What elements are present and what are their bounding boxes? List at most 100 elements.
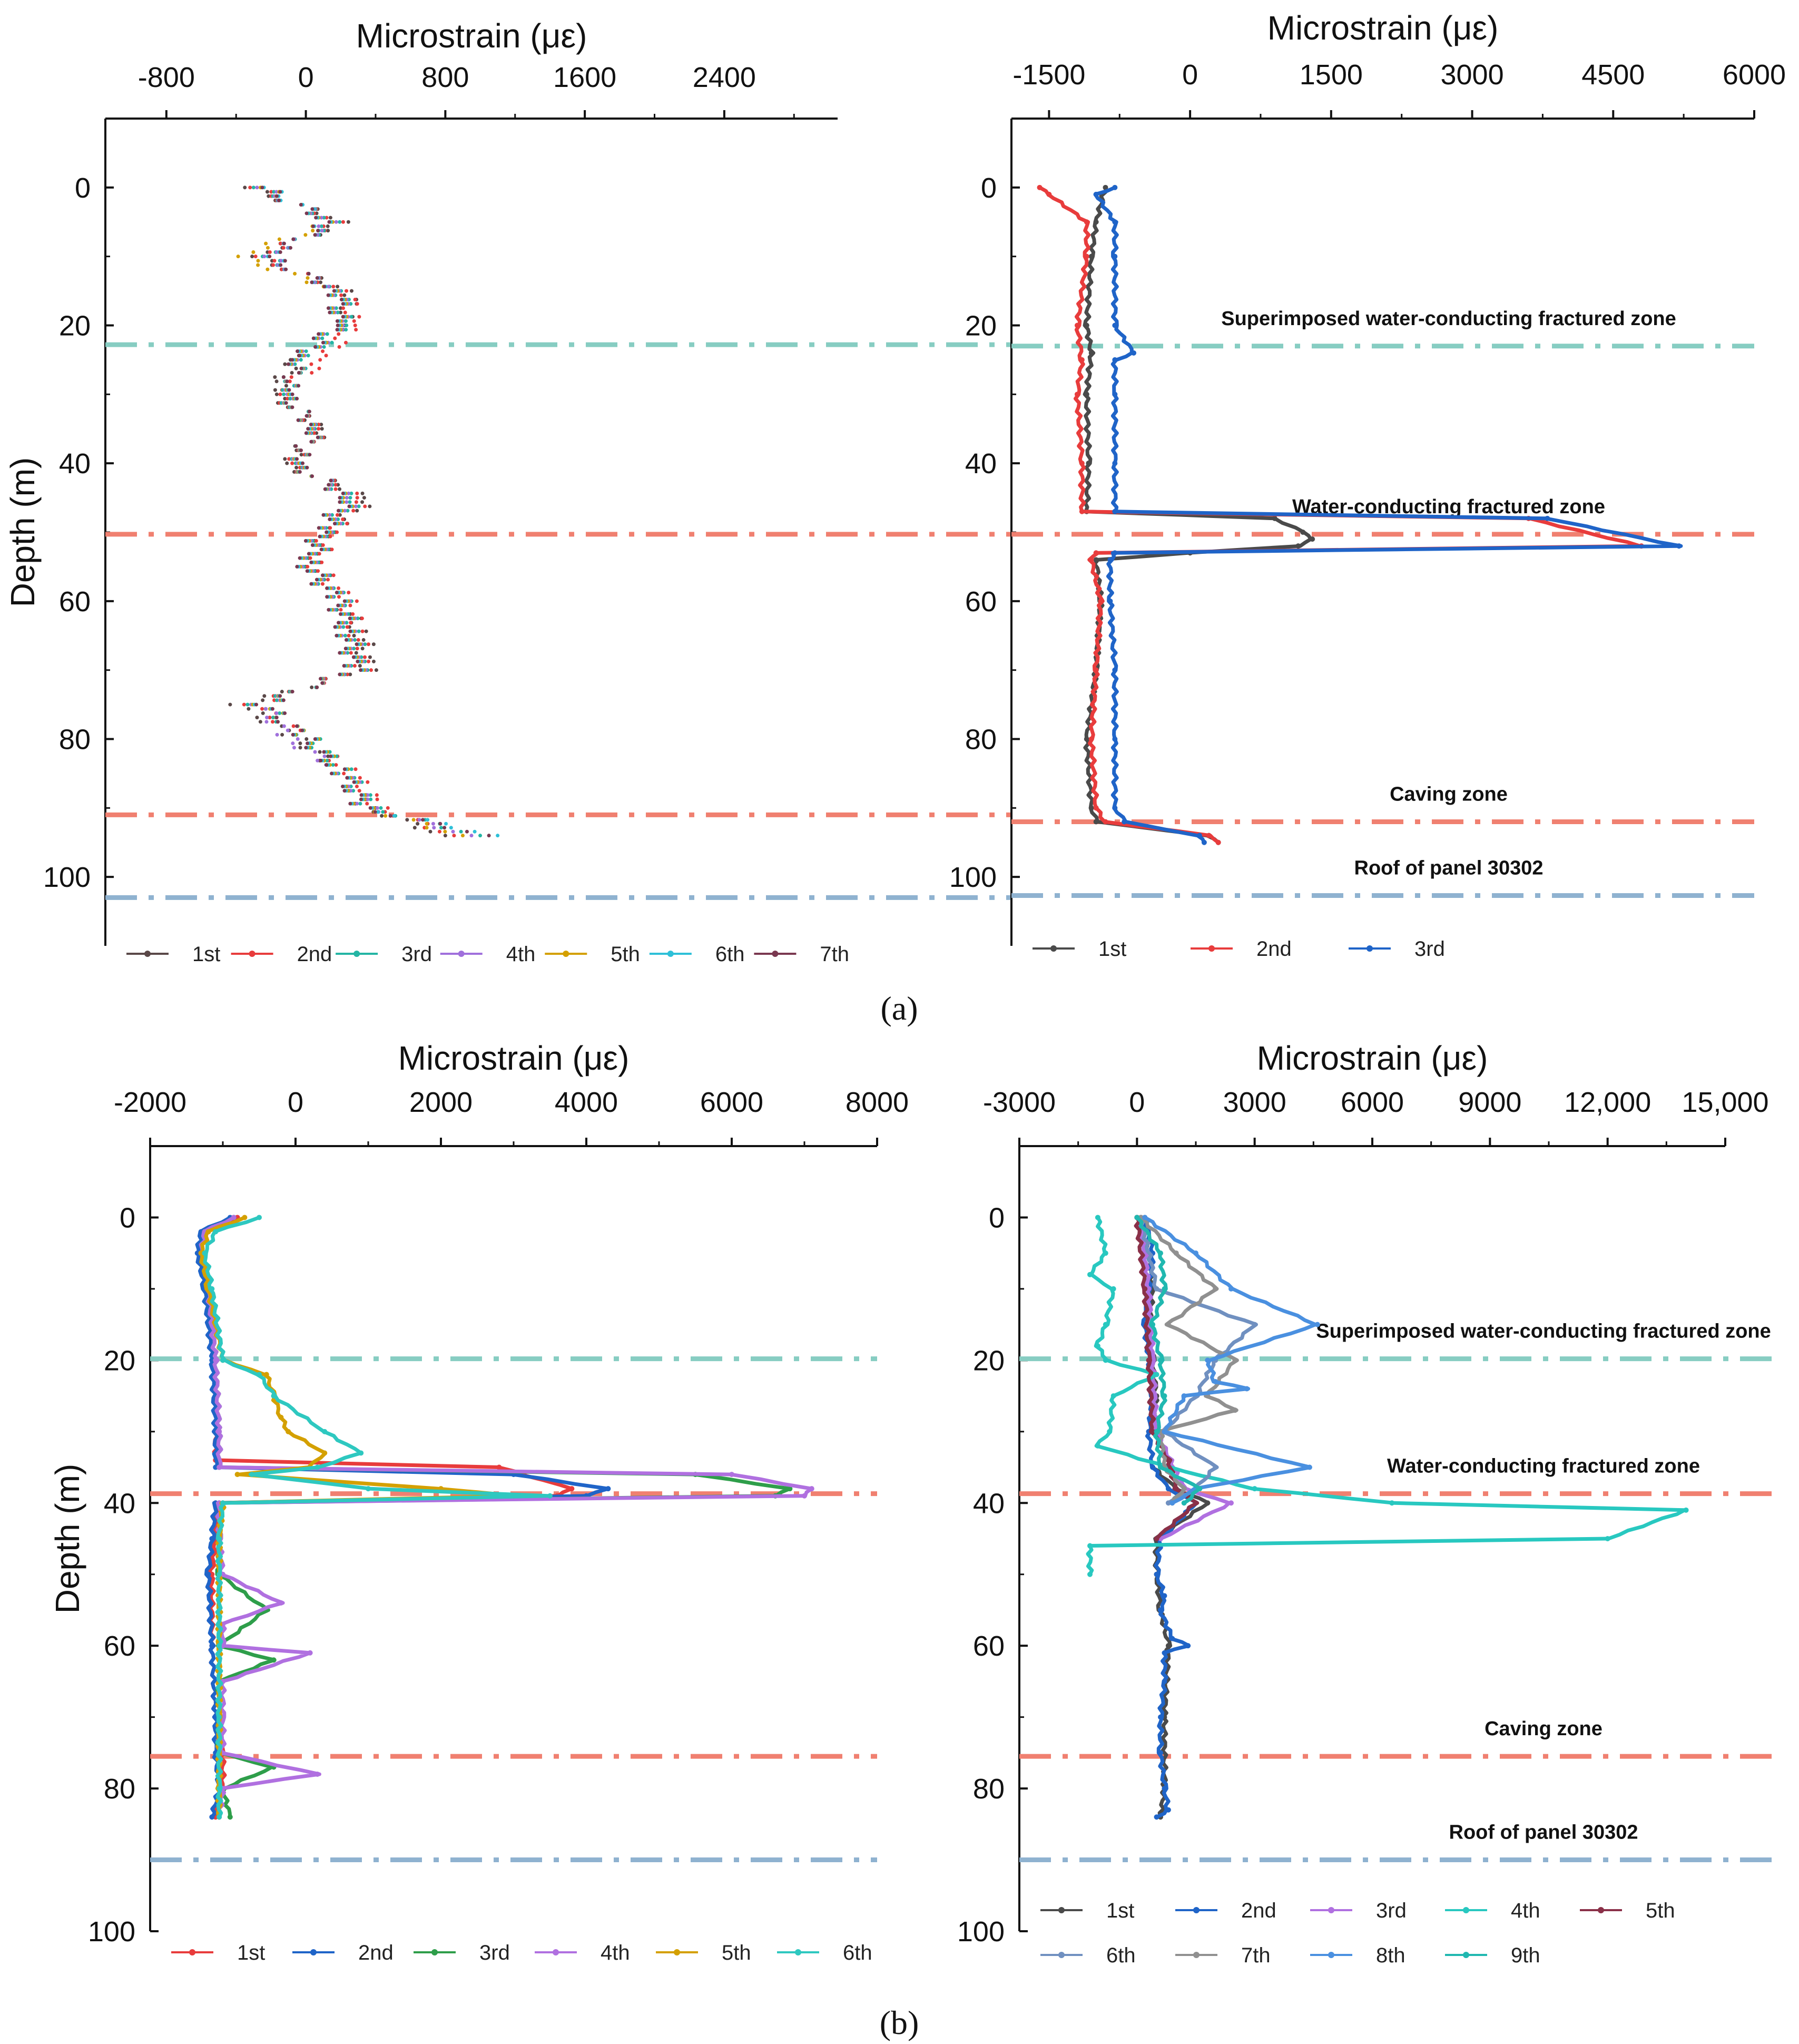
y-tick-label: 0: [981, 172, 997, 204]
data-point: [354, 651, 358, 655]
legend-label: 2nd: [1256, 937, 1292, 961]
data-point: [1093, 550, 1099, 556]
data-point: [280, 690, 284, 694]
data-point: [1103, 1322, 1108, 1327]
legend-item: 3rd: [336, 943, 432, 966]
data-point: [473, 829, 477, 834]
data-point: [254, 702, 259, 707]
data-point: [1232, 1357, 1238, 1363]
data-point: [273, 375, 277, 379]
legend-label: 7th: [1241, 1944, 1271, 1967]
data-point: [1676, 543, 1682, 549]
data-point: [342, 767, 347, 771]
data-point: [320, 229, 324, 233]
data-point: [217, 1571, 222, 1577]
data-point: [303, 233, 308, 237]
data-point: [209, 1814, 215, 1820]
data-point: [326, 306, 330, 310]
data-point: [1193, 1250, 1198, 1256]
chart-a-right: -1500 0 1500 3000 4500 6000 0 20 40 60 80 100 Micros…: [949, 9, 1786, 961]
data-point: [1093, 819, 1099, 825]
data-point: [320, 681, 325, 685]
zone-label: Roof of panel 30302: [1354, 857, 1544, 879]
data-point: [342, 789, 347, 793]
data-point: [231, 1215, 237, 1220]
data-point: [326, 229, 330, 233]
data-point: [275, 698, 279, 702]
data-point: [1112, 392, 1118, 397]
legend-marker: [189, 1949, 195, 1955]
data-point: [317, 427, 321, 431]
data-point: [342, 663, 346, 668]
x-tick-label: 4500: [1581, 59, 1645, 91]
data-point: [251, 185, 255, 190]
data-point: [339, 612, 343, 616]
data-point: [1146, 1357, 1152, 1363]
data-point: [356, 659, 360, 663]
data-point: [1215, 839, 1221, 845]
data-point: [375, 793, 379, 797]
data-point: [327, 220, 331, 224]
data-point: [1110, 1286, 1116, 1292]
data-point: [324, 354, 328, 358]
data-point: [428, 829, 432, 834]
y-tick-label: 40: [104, 1488, 135, 1519]
series-line-4th: [199, 1216, 814, 1817]
data-point: [220, 1357, 225, 1363]
data-point: [376, 810, 380, 814]
data-point: [297, 384, 301, 388]
data-point: [346, 651, 350, 655]
data-point: [375, 806, 379, 810]
data-point: [339, 608, 343, 612]
data-point: [318, 750, 322, 754]
data-point: [269, 190, 273, 194]
data-point: [341, 220, 345, 224]
data-point: [359, 797, 363, 801]
data-point: [228, 702, 232, 707]
data-point: [347, 491, 351, 495]
data-point: [1295, 543, 1301, 549]
legend-item: 3rd: [1310, 1899, 1407, 1922]
data-point: [345, 776, 349, 780]
data-point: [444, 821, 448, 826]
legend-marker: [1193, 1952, 1200, 1958]
data-point: [1181, 1500, 1187, 1506]
data-point: [352, 663, 357, 668]
data-point: [248, 185, 252, 190]
data-point: [271, 716, 276, 720]
zone-label: Superimposed water-conducting fractured …: [1316, 1321, 1771, 1343]
data-point: [1158, 1464, 1163, 1470]
data-point: [291, 724, 296, 728]
data-point: [322, 345, 326, 349]
data-point: [1093, 805, 1099, 811]
data-point: [1173, 1486, 1179, 1492]
data-point: [1228, 1286, 1234, 1292]
data-point: [322, 1429, 328, 1434]
data-point: [1181, 1393, 1187, 1399]
data-point: [217, 1464, 222, 1470]
data-point: [325, 530, 329, 534]
data-point: [319, 758, 323, 762]
data-point: [338, 500, 342, 504]
data-point: [344, 638, 348, 642]
data-point: [348, 603, 352, 608]
data-point: [213, 1229, 219, 1235]
data-point: [278, 1414, 284, 1420]
data-point: [426, 818, 430, 822]
data-point: [352, 633, 356, 638]
x-tick-label: 1500: [1300, 59, 1363, 91]
x-axis-title: Microstrain (με): [398, 1039, 630, 1077]
data-point: [386, 806, 390, 810]
data-point: [1103, 819, 1108, 825]
data-point: [290, 405, 294, 409]
data-point: [341, 306, 346, 310]
data-point: [325, 763, 329, 767]
data-point: [319, 677, 323, 681]
data-point: [355, 647, 359, 651]
data-point: [317, 526, 321, 530]
data-point: [321, 573, 325, 578]
data-point: [465, 829, 469, 834]
data-point: [349, 491, 353, 495]
data-point: [344, 319, 348, 323]
legend-item: 5th: [1580, 1899, 1675, 1922]
